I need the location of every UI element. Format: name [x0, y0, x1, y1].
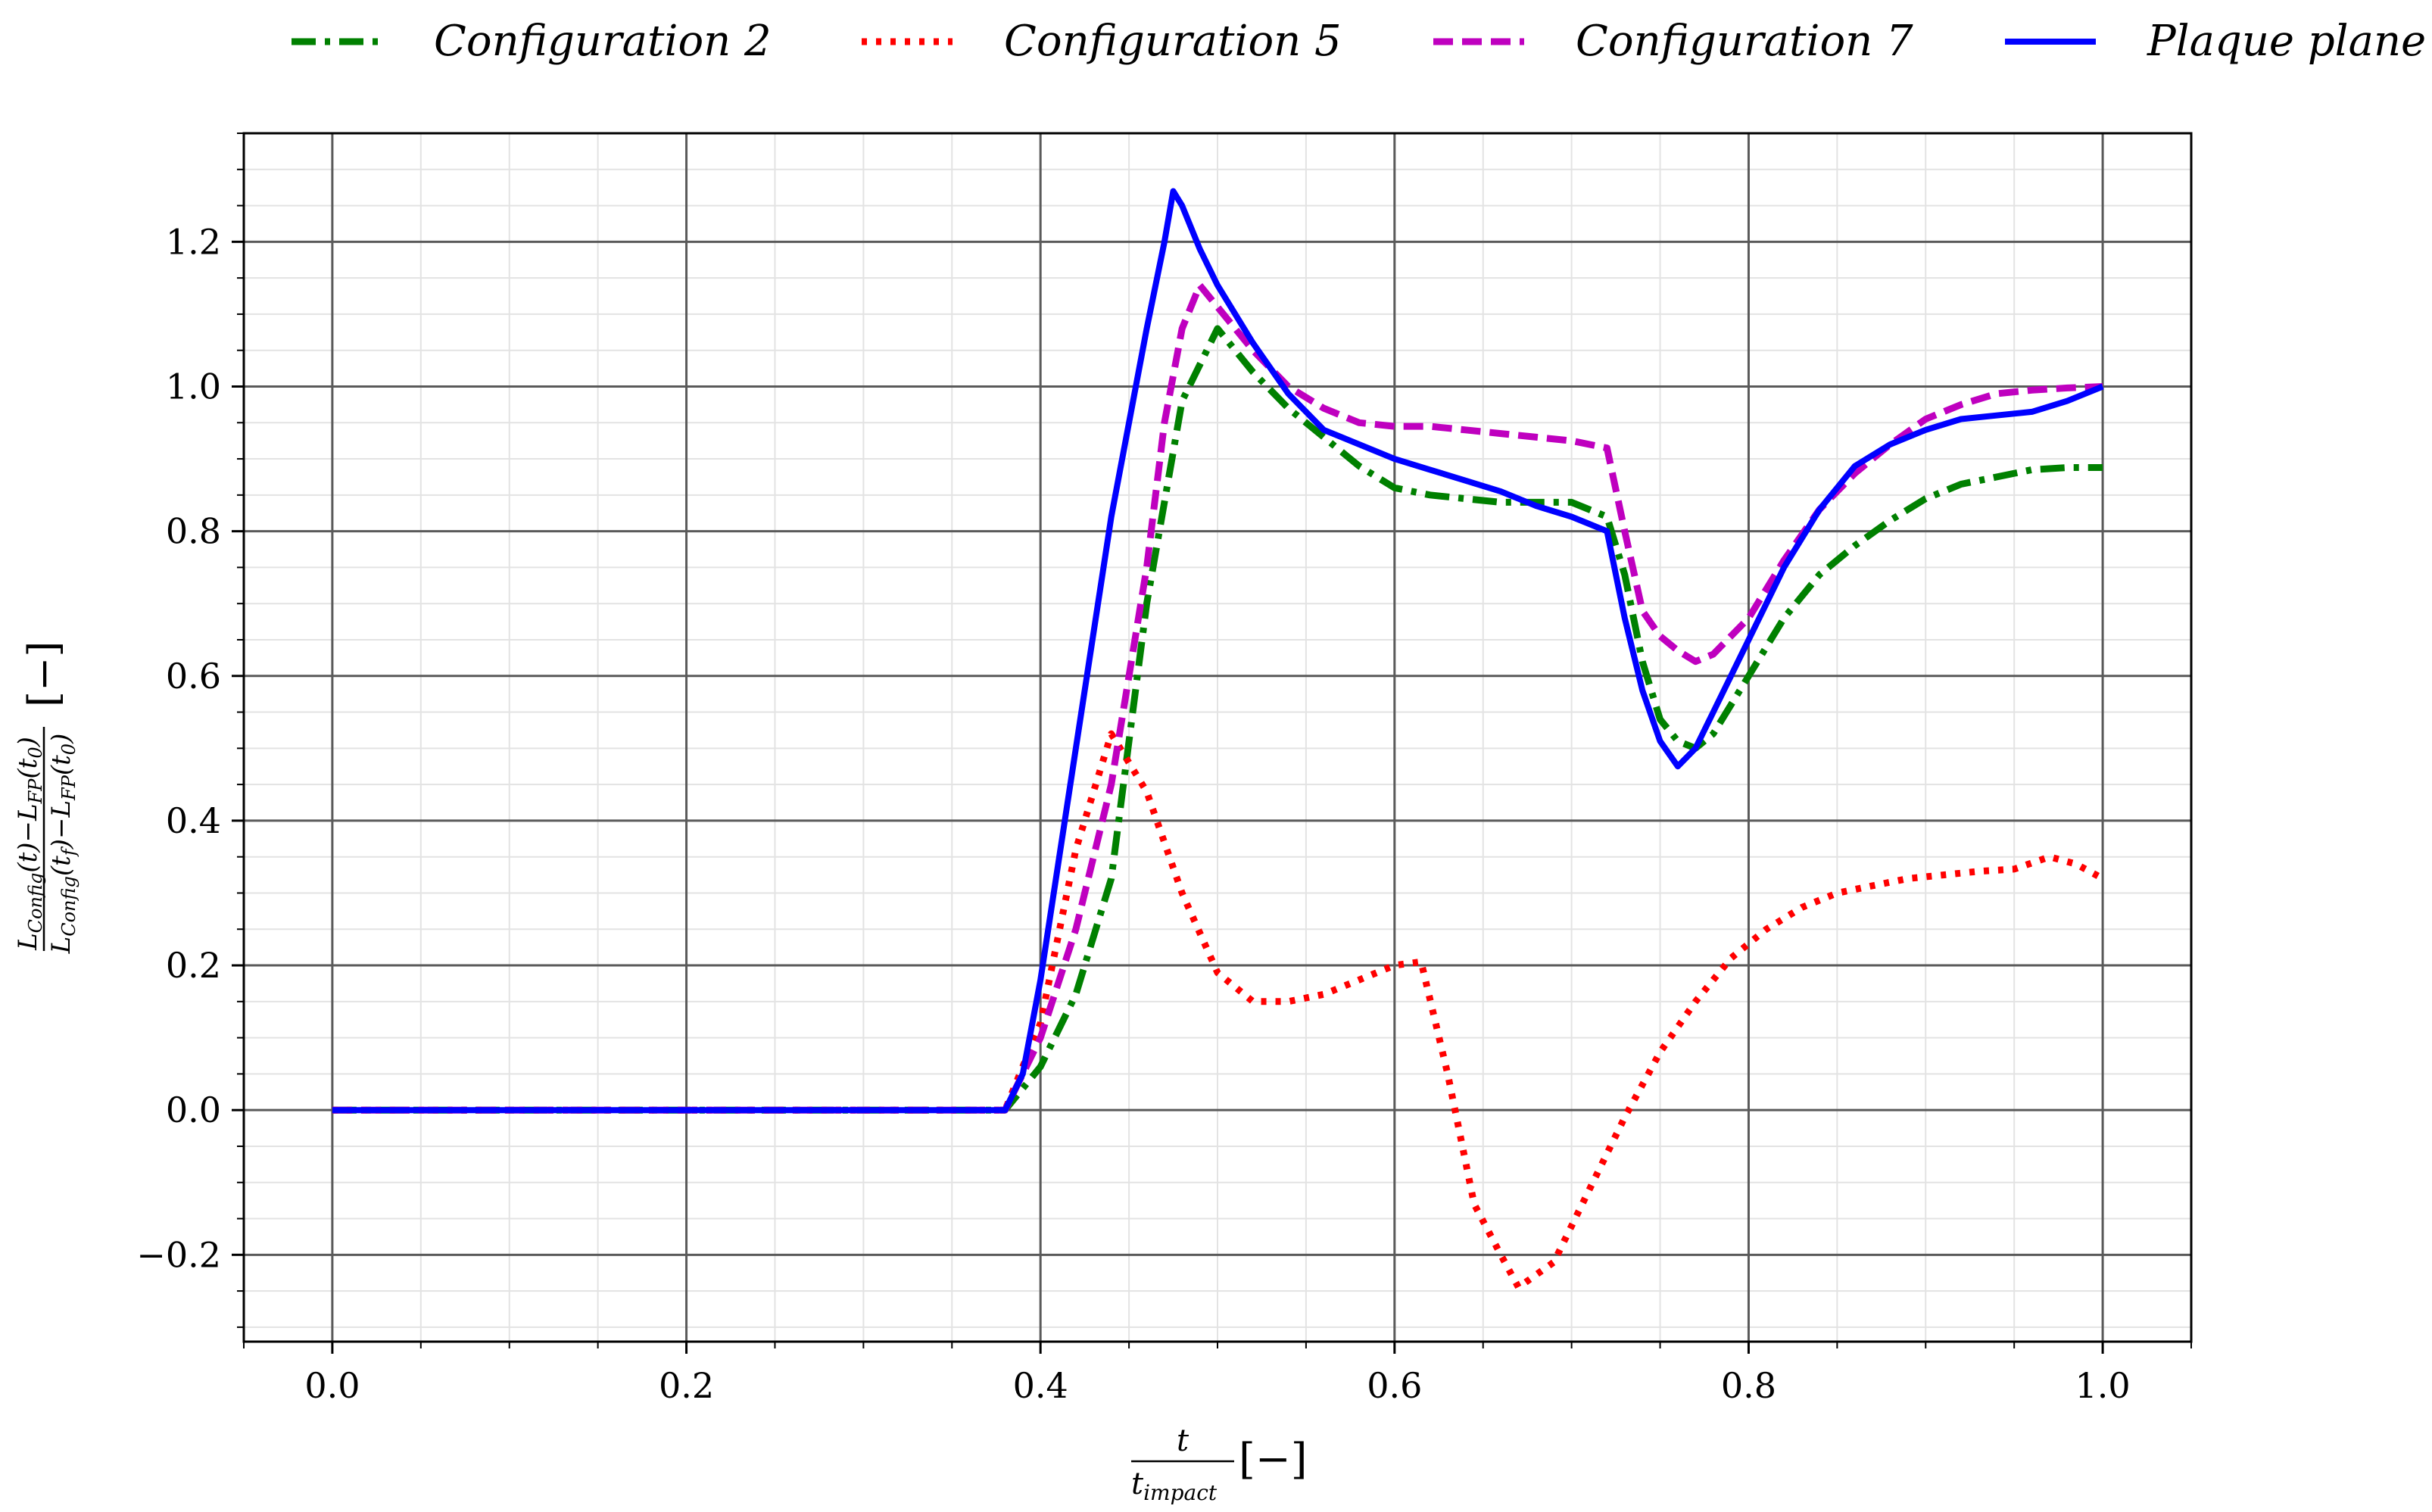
- data-series: [332, 188, 2105, 1291]
- y-axis-label: LConfig(t)−LFP(t0) LConfig(tf)−LFP(t0) […: [13, 641, 80, 955]
- legend-label: Plaque plane: [2147, 17, 2426, 66]
- y-tick-label: −0.2: [136, 1234, 221, 1275]
- y-tick-labels: −0.2 0.0 0.2 0.4 0.6 0.8 1.0 1.2: [136, 221, 221, 1275]
- x-tick-labels: 0.0 0.2 0.4 0.6 0.8 1.0: [304, 1365, 2130, 1406]
- x-tick-label: 0.4: [1013, 1365, 1068, 1406]
- x-label-numerator: t: [1177, 1423, 1189, 1458]
- x-tick-label: 0.0: [304, 1365, 360, 1406]
- y-label-denominator: LConfig(tf)−LFP(t0): [46, 734, 80, 955]
- y-label-numerator: LConfig(t)−LFP(t0): [13, 737, 46, 951]
- x-tick-label: 0.2: [659, 1365, 714, 1406]
- legend-label: Configuration 2: [434, 17, 772, 66]
- major-gridlines: [244, 133, 2191, 1342]
- x-tick-label: 0.8: [1721, 1365, 1776, 1406]
- axis-ticks: [232, 132, 2192, 1354]
- series-line-plaque-plane: [332, 188, 2104, 1114]
- x-axis-label: t timpact [−]: [1131, 1423, 1308, 1505]
- y-tick-label: 0.4: [166, 800, 221, 841]
- legend: Configuration 2 Configuration 5 Configurat…: [292, 17, 2426, 66]
- y-tick-label: 0.0: [166, 1090, 221, 1130]
- y-tick-label: 1.0: [166, 366, 221, 407]
- series-line-configuration-2: [332, 325, 2103, 1114]
- legend-label: Configuration 7: [1576, 17, 1913, 66]
- x-tick-label: 0.6: [1367, 1365, 1422, 1406]
- minor-gridlines: [243, 132, 2192, 1342]
- x-label-denominator: timpact: [1131, 1467, 1218, 1505]
- y-tick-label: 0.2: [166, 945, 221, 986]
- legend-label: Configuration 5: [1004, 17, 1342, 66]
- y-label-unit: [−]: [20, 641, 67, 707]
- x-tick-label: 1.0: [2075, 1365, 2131, 1406]
- x-label-unit: [−]: [1239, 1435, 1308, 1484]
- y-tick-label: 0.8: [166, 511, 221, 552]
- y-tick-label: 0.6: [166, 656, 221, 697]
- y-tick-label: 1.2: [166, 221, 221, 262]
